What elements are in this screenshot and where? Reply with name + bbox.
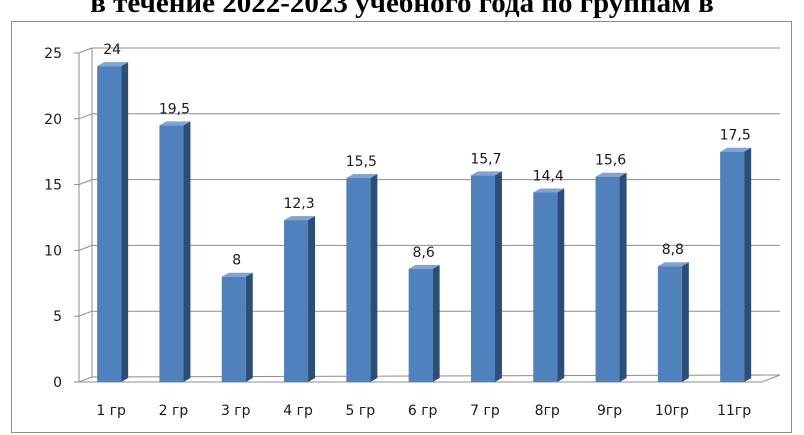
bar-side [308, 216, 316, 382]
bar-top [595, 172, 627, 177]
data-label: 14,4 [533, 168, 564, 184]
bar-side [494, 171, 502, 382]
bar [720, 147, 752, 382]
x-axis-labels: 1 гр 2 гр 3 гр 4 гр 5 гр 6 гр 7 гр 8гр 9гр 10гр 11… [96, 403, 751, 419]
x-tick-label: 11гр [717, 403, 751, 419]
bar-top [97, 62, 129, 67]
y-tick-label: 5 [53, 309, 62, 325]
x-tick-label: 6 гр [408, 403, 438, 419]
bar-front [97, 66, 122, 382]
y-tick-label: 25 [44, 46, 62, 62]
bar-front [470, 175, 495, 382]
data-labels: 24 19,5 8 12,3 15,5 8,6 15,7 14,4 15,6 8,8 17,5 [103, 42, 751, 269]
bar-front [595, 176, 620, 382]
gridline-depth [78, 244, 93, 251]
bar [284, 216, 316, 382]
data-label: 15,6 [595, 153, 626, 169]
bar [408, 264, 440, 382]
bar-top [159, 121, 191, 126]
bar-front [159, 125, 184, 382]
data-label: 24 [103, 42, 121, 58]
x-tick-label: 8гр [535, 403, 560, 419]
bar-top [470, 171, 502, 176]
gridline-depth [78, 310, 93, 317]
y-tick-label: 10 [44, 243, 62, 259]
y-axis: 0 5 10 15 20 25 [44, 46, 93, 391]
data-label: 12,3 [283, 196, 314, 212]
page-title: в течение 2022-2023 учебного года по гру… [90, 0, 714, 19]
gridline-depth [78, 113, 93, 120]
bar-side [121, 62, 129, 382]
data-label: 8,6 [413, 245, 435, 261]
y-tick-label: 20 [44, 112, 62, 128]
x-tick-label: 7 гр [470, 403, 500, 419]
bar-front [720, 151, 745, 382]
bar-front [533, 192, 558, 382]
data-label: 8 [232, 253, 241, 269]
bar-top [221, 272, 253, 277]
data-label: 17,5 [720, 128, 751, 144]
bar [657, 262, 689, 382]
y-tick-label: 15 [44, 178, 62, 194]
bar [346, 174, 378, 382]
bar-side [557, 188, 565, 382]
bar-front [657, 266, 682, 382]
bar-side [183, 121, 191, 382]
x-tick-label: 1 гр [96, 403, 126, 419]
gridline-depth [78, 47, 93, 54]
bar-top [720, 147, 752, 152]
bar-top [657, 262, 689, 267]
bar [595, 172, 627, 382]
bars [97, 62, 752, 382]
bar-front [221, 276, 246, 382]
bar-top [284, 216, 316, 221]
data-label: 8,8 [662, 242, 684, 258]
x-tick-label: 3 гр [221, 403, 251, 419]
gridline-depth [78, 179, 93, 186]
data-label: 15,7 [470, 151, 501, 167]
bar [470, 171, 502, 382]
bar [159, 121, 191, 382]
bar [221, 272, 253, 382]
x-tick-label: 10гр [655, 403, 689, 419]
bar-front [408, 268, 433, 382]
bar-side [432, 264, 440, 382]
bar-side [681, 262, 689, 382]
x-tick-label: 4 гр [283, 403, 313, 419]
x-tick-label: 5 гр [346, 403, 376, 419]
bar-front [284, 220, 309, 382]
bar-side [245, 272, 253, 382]
x-tick-label: 9гр [597, 403, 622, 419]
bar-side [370, 174, 378, 382]
y-tick-label: 0 [53, 375, 62, 391]
bar [97, 62, 129, 382]
data-label: 19,5 [159, 101, 190, 117]
bar-side [744, 147, 752, 382]
bar-top [408, 264, 440, 269]
bar-top [346, 174, 378, 179]
bar-front [346, 178, 371, 382]
bar-side [619, 172, 627, 382]
bar [533, 188, 565, 382]
data-label: 15,5 [346, 154, 377, 170]
bar-top [533, 188, 565, 193]
x-tick-label: 2 гр [159, 403, 189, 419]
